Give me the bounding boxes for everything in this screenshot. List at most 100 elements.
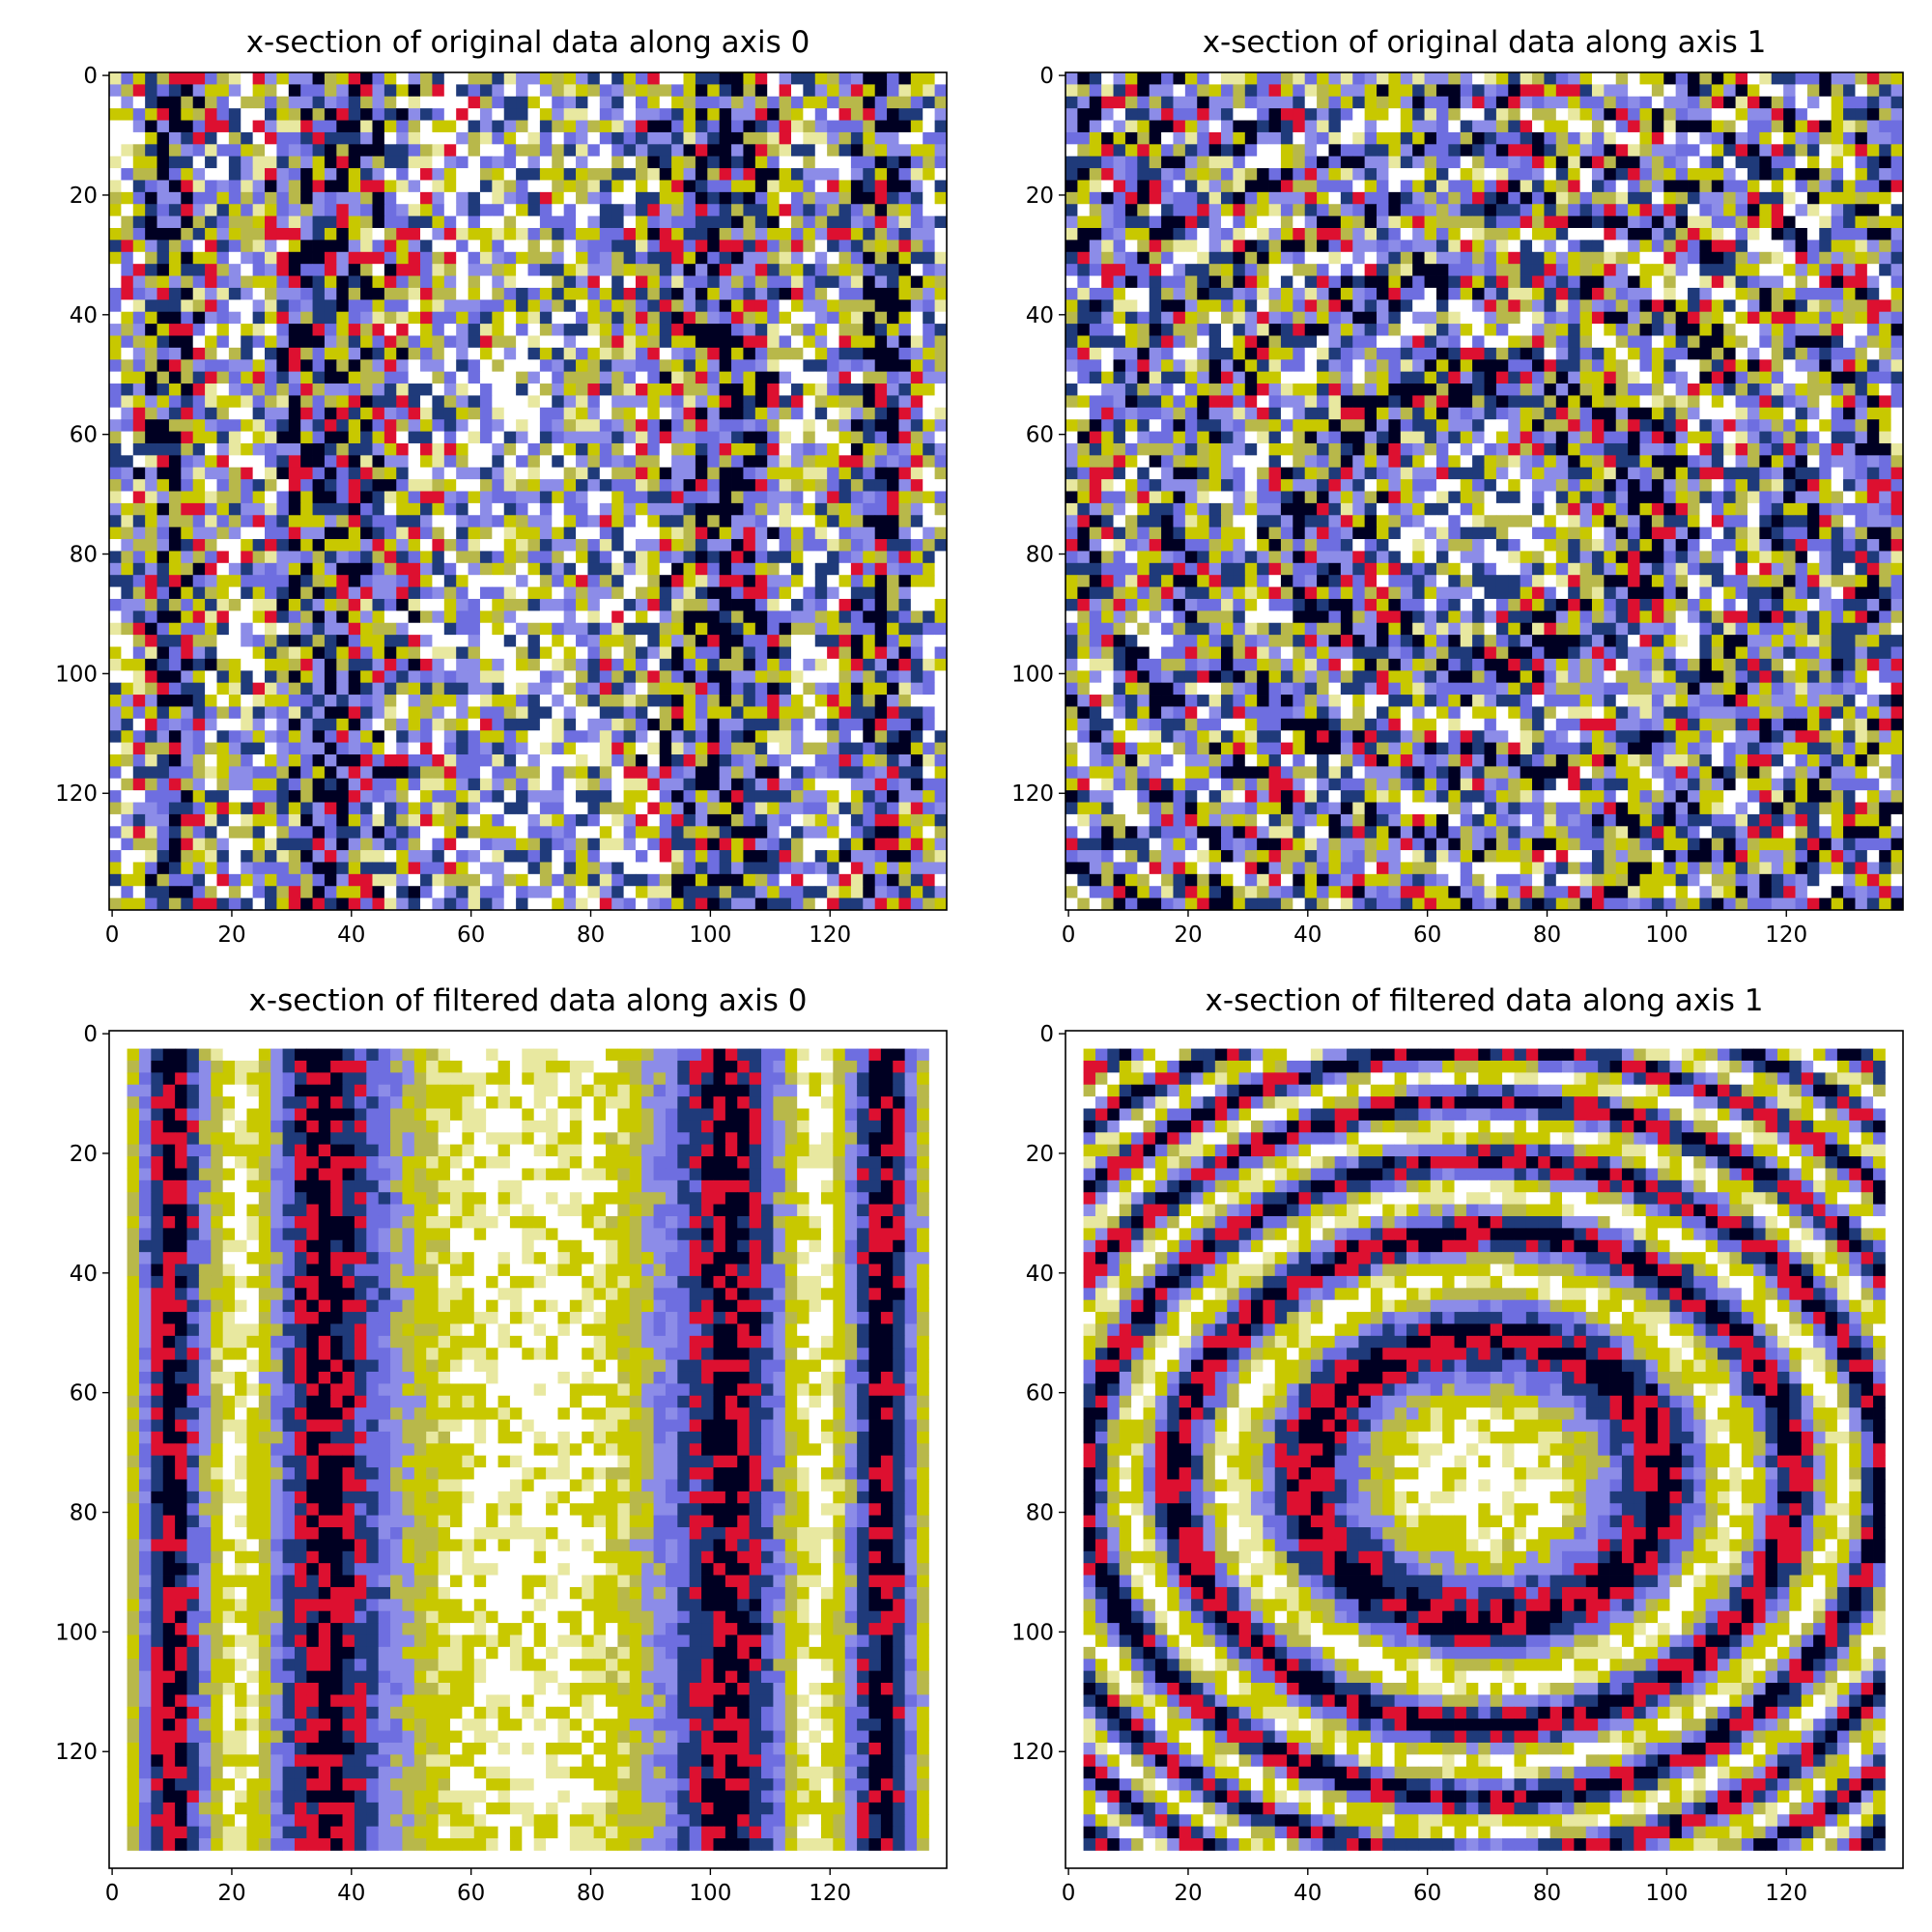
heatmap-cell bbox=[659, 108, 672, 121]
heatmap-cell bbox=[887, 120, 899, 133]
heatmap-cell bbox=[372, 753, 385, 767]
heatmap-cell bbox=[707, 407, 721, 420]
heatmap-cell bbox=[443, 862, 457, 875]
heatmap-cell bbox=[863, 682, 876, 696]
heatmap-cell bbox=[443, 802, 457, 815]
heatmap-cell bbox=[168, 287, 182, 300]
heatmap-cell bbox=[408, 467, 421, 480]
heatmap-cell bbox=[910, 562, 923, 576]
heatmap-cell bbox=[719, 335, 732, 349]
heatmap-cell bbox=[516, 586, 528, 600]
heatmap-cell bbox=[181, 897, 194, 911]
heatmap-cell bbox=[754, 384, 768, 396]
heatmap-cell bbox=[372, 395, 385, 409]
heatmap-cell bbox=[838, 813, 852, 827]
heatmap-cell bbox=[539, 502, 553, 516]
heatmap-cell bbox=[695, 873, 708, 887]
heatmap-cell bbox=[887, 778, 899, 791]
heatmap-cell bbox=[934, 886, 948, 899]
heatmap-cell bbox=[396, 180, 410, 193]
heatmap-cell bbox=[145, 491, 157, 504]
heatmap-cell bbox=[479, 635, 493, 647]
heatmap-cell bbox=[456, 658, 469, 671]
heatmap-cell bbox=[241, 778, 254, 791]
heatmap-cell bbox=[156, 862, 170, 875]
heatmap-cell bbox=[814, 862, 828, 875]
heatmap-cell bbox=[767, 72, 780, 85]
heatmap-cell bbox=[372, 335, 385, 349]
heatmap-cell bbox=[695, 335, 708, 349]
heatmap-cell bbox=[527, 144, 541, 157]
heatmap-cell bbox=[348, 598, 361, 611]
heatmap-cell bbox=[348, 264, 361, 276]
heatmap-cell bbox=[790, 96, 804, 109]
heatmap-cell bbox=[934, 753, 948, 767]
heatmap-cell bbox=[887, 742, 899, 755]
heatmap-cell bbox=[252, 491, 266, 504]
heatmap-cell bbox=[216, 539, 230, 552]
heatmap-cell bbox=[576, 551, 588, 564]
heatmap-cell bbox=[396, 742, 410, 755]
heatmap-cell bbox=[300, 515, 313, 528]
heatmap-cell bbox=[252, 191, 266, 205]
heatmap-cell bbox=[443, 598, 457, 611]
heatmap-cell bbox=[516, 753, 528, 767]
heatmap-cell bbox=[659, 802, 672, 815]
heatmap-cell bbox=[228, 658, 242, 671]
heatmap-cell bbox=[683, 886, 696, 899]
heatmap-cell bbox=[552, 862, 565, 875]
heatmap-cell bbox=[790, 156, 804, 169]
heatmap-cell bbox=[587, 850, 601, 863]
heatmap-cell bbox=[611, 778, 624, 791]
heatmap-cell bbox=[743, 335, 756, 349]
heatmap-cell bbox=[168, 778, 182, 791]
heatmap-cell bbox=[192, 156, 206, 169]
heatmap-cell bbox=[611, 611, 624, 624]
heatmap-cell bbox=[743, 359, 756, 373]
heatmap-cell bbox=[432, 108, 445, 121]
heatmap-cell bbox=[539, 622, 553, 636]
heatmap-cell bbox=[241, 813, 254, 827]
heatmap-cell bbox=[635, 131, 648, 145]
heatmap-cell bbox=[647, 646, 661, 660]
heatmap-cell bbox=[241, 551, 254, 564]
heatmap-cell bbox=[707, 562, 721, 576]
heatmap-cell bbox=[216, 790, 230, 803]
heatmap-cell bbox=[288, 575, 301, 587]
heatmap-cell bbox=[827, 706, 839, 720]
heatmap-cell bbox=[563, 502, 577, 516]
heatmap-cell bbox=[623, 275, 637, 289]
heatmap-cell bbox=[838, 682, 852, 696]
heatmap-cell bbox=[754, 228, 768, 241]
heatmap-cell bbox=[241, 335, 254, 349]
heatmap-cell bbox=[516, 730, 528, 743]
heatmap-cell bbox=[527, 598, 541, 611]
heatmap-cell bbox=[168, 131, 182, 145]
heatmap-cell bbox=[216, 873, 230, 887]
heatmap-cell bbox=[683, 120, 696, 133]
heatmap-cell bbox=[898, 264, 912, 276]
heatmap-cell bbox=[803, 515, 816, 528]
heatmap-cell bbox=[156, 324, 170, 336]
heatmap-cell bbox=[443, 611, 457, 624]
heatmap-cell bbox=[827, 347, 839, 360]
heatmap-cell bbox=[767, 371, 780, 384]
heatmap-cell bbox=[432, 753, 445, 767]
heatmap-cell bbox=[814, 526, 828, 540]
heatmap-cell bbox=[743, 251, 756, 265]
heatmap-cell bbox=[336, 730, 350, 743]
heatmap-cell bbox=[420, 311, 433, 325]
heatmap-cell bbox=[324, 96, 337, 109]
heatmap-cell bbox=[850, 204, 864, 217]
heatmap-cell bbox=[779, 695, 792, 707]
heatmap-cell bbox=[814, 419, 828, 432]
heatmap-cell bbox=[408, 790, 421, 803]
heatmap-cell bbox=[1579, 72, 1593, 85]
heatmap-cell bbox=[743, 706, 756, 720]
heatmap-cell bbox=[539, 264, 553, 276]
heatmap-cell bbox=[874, 347, 888, 360]
heatmap-cell bbox=[241, 442, 254, 456]
heatmap-cell bbox=[827, 240, 839, 253]
heatmap-cell bbox=[132, 215, 146, 229]
heatmap-cell bbox=[647, 515, 661, 528]
